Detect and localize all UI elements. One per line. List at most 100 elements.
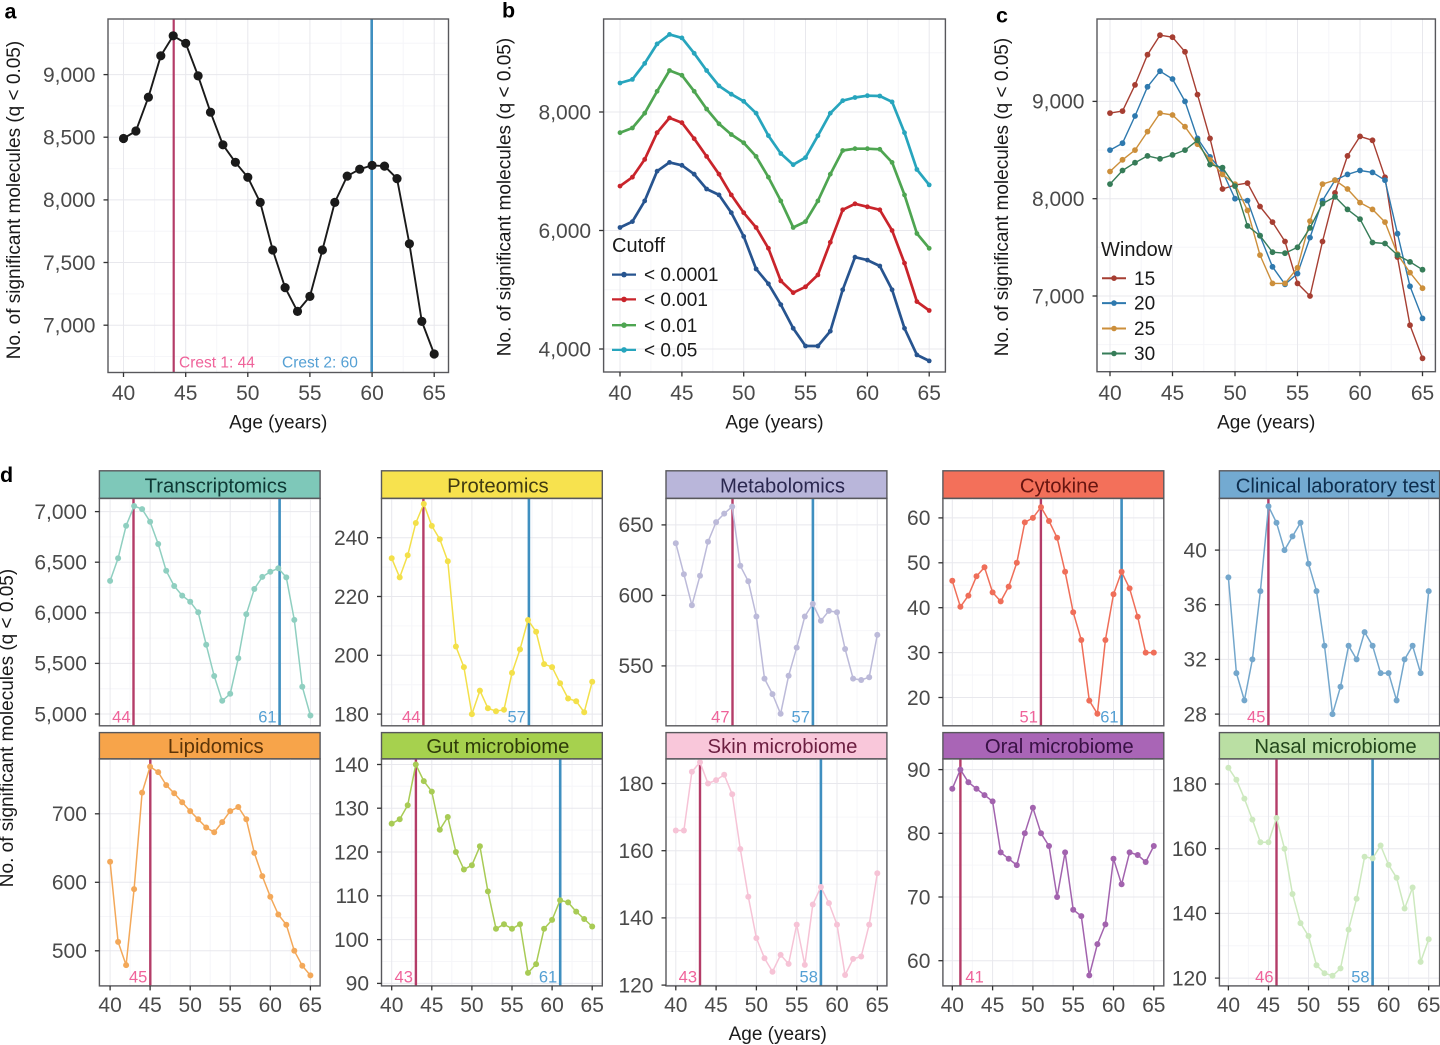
svg-text:600: 600 [618,585,653,608]
svg-text:55: 55 [298,382,321,405]
svg-text:No. of significant molecules (: No. of significant molecules (q < 0.05) [4,41,25,359]
svg-text:No. of significant molecules (: No. of significant molecules (q < 0.05) [0,569,18,887]
svg-text:50: 50 [1223,382,1246,405]
svg-text:58: 58 [800,968,818,986]
svg-text:< 0.001: < 0.001 [644,290,708,311]
svg-text:65: 65 [581,994,604,1017]
svg-text:60: 60 [1377,994,1400,1017]
svg-text:180: 180 [334,703,369,726]
svg-text:65: 65 [423,382,446,405]
svg-text:45: 45 [420,994,443,1017]
svg-text:40: 40 [1184,539,1207,562]
svg-text:45: 45 [670,382,693,405]
svg-text:a: a [5,0,18,23]
svg-text:65: 65 [299,994,322,1017]
svg-text:28: 28 [1184,703,1207,726]
svg-text:Metabolomics: Metabolomics [720,476,845,498]
svg-text:90: 90 [346,973,369,996]
svg-text:120: 120 [1172,967,1207,990]
svg-text:80: 80 [907,823,930,846]
svg-text:65: 65 [1411,382,1434,405]
svg-text:44: 44 [112,708,130,726]
svg-text:60: 60 [1102,994,1125,1017]
svg-text:Cytokine: Cytokine [1020,476,1099,498]
svg-text:40: 40 [664,994,687,1017]
svg-text:Lipidomics: Lipidomics [168,736,264,758]
svg-text:7,000: 7,000 [1032,285,1085,308]
svg-text:9,000: 9,000 [1032,91,1085,114]
svg-text:60: 60 [360,382,383,405]
svg-text:60: 60 [1348,382,1371,405]
svg-text:8,000: 8,000 [1032,188,1085,211]
svg-text:Gut microbiome: Gut microbiome [426,736,569,758]
svg-text:57: 57 [792,708,810,726]
svg-text:40: 40 [112,382,135,405]
svg-text:110: 110 [336,885,369,908]
svg-text:55: 55 [794,382,817,405]
svg-text:6,000: 6,000 [34,602,87,625]
svg-text:55: 55 [1286,382,1309,405]
svg-text:65: 65 [1142,994,1165,1017]
svg-text:6,000: 6,000 [539,220,592,243]
svg-text:Transcriptomics: Transcriptomics [145,476,287,498]
svg-text:Nasal microbiome: Nasal microbiome [1254,736,1416,758]
svg-text:50: 50 [745,994,768,1017]
svg-text:46: 46 [1255,968,1273,986]
svg-text:5,500: 5,500 [34,653,87,676]
svg-text:61: 61 [258,708,276,726]
svg-text:140: 140 [334,754,369,777]
svg-text:43: 43 [679,968,697,986]
svg-text:Age (years): Age (years) [229,413,327,434]
svg-text:58: 58 [1351,968,1369,986]
svg-text:Oral microbiome: Oral microbiome [985,736,1134,758]
svg-text:41: 41 [965,968,983,986]
svg-text:180: 180 [618,773,653,796]
svg-text:< 0.05: < 0.05 [644,341,697,362]
svg-text:55: 55 [500,994,523,1017]
svg-text:Window: Window [1101,239,1173,261]
svg-text:51: 51 [1020,708,1038,726]
svg-text:Clinical laboratory test: Clinical laboratory test [1236,476,1436,498]
svg-text:45: 45 [138,994,161,1017]
svg-text:45: 45 [981,994,1004,1017]
svg-text:61: 61 [539,968,557,986]
svg-text:45: 45 [1161,382,1184,405]
svg-text:15: 15 [1134,269,1155,290]
svg-text:8,000: 8,000 [43,189,96,212]
svg-text:160: 160 [1172,838,1207,861]
svg-text:140: 140 [1172,903,1207,926]
svg-text:50: 50 [1297,994,1320,1017]
svg-text:Age (years): Age (years) [1217,413,1315,434]
svg-text:65: 65 [918,382,941,405]
svg-text:No. of significant molecules (: No. of significant molecules (q < 0.05) [495,38,516,356]
svg-text:Crest 1: 44: Crest 1: 44 [179,355,255,372]
svg-text:Crest 2: 60: Crest 2: 60 [282,355,358,372]
svg-text:40: 40 [1098,382,1121,405]
svg-text:44: 44 [402,708,420,726]
svg-text:7,500: 7,500 [43,252,96,275]
svg-text:Cutoff: Cutoff [612,235,665,257]
svg-text:40: 40 [98,994,121,1017]
svg-text:500: 500 [52,940,87,963]
svg-text:160: 160 [618,840,653,863]
svg-text:45: 45 [174,382,197,405]
svg-text:6,500: 6,500 [34,552,87,575]
svg-text:c: c [996,4,1008,28]
svg-text:Proteomics: Proteomics [447,476,548,498]
svg-text:47: 47 [711,708,729,726]
svg-text:No. of significant molecules (: No. of significant molecules (q < 0.05) [992,38,1013,356]
svg-text:45: 45 [704,994,727,1017]
svg-text:100: 100 [334,929,369,952]
svg-text:60: 60 [540,994,563,1017]
svg-text:140: 140 [618,907,653,930]
svg-text:b: b [502,0,515,23]
svg-text:55: 55 [1337,994,1360,1017]
svg-text:5,000: 5,000 [34,703,87,726]
svg-text:61: 61 [1100,708,1118,726]
svg-text:40: 40 [941,994,964,1017]
svg-text:Skin microbiome: Skin microbiome [708,736,858,758]
svg-text:65: 65 [866,994,889,1017]
svg-text:25: 25 [1134,319,1155,340]
svg-text:32: 32 [1184,649,1207,672]
svg-text:700: 700 [52,803,87,826]
